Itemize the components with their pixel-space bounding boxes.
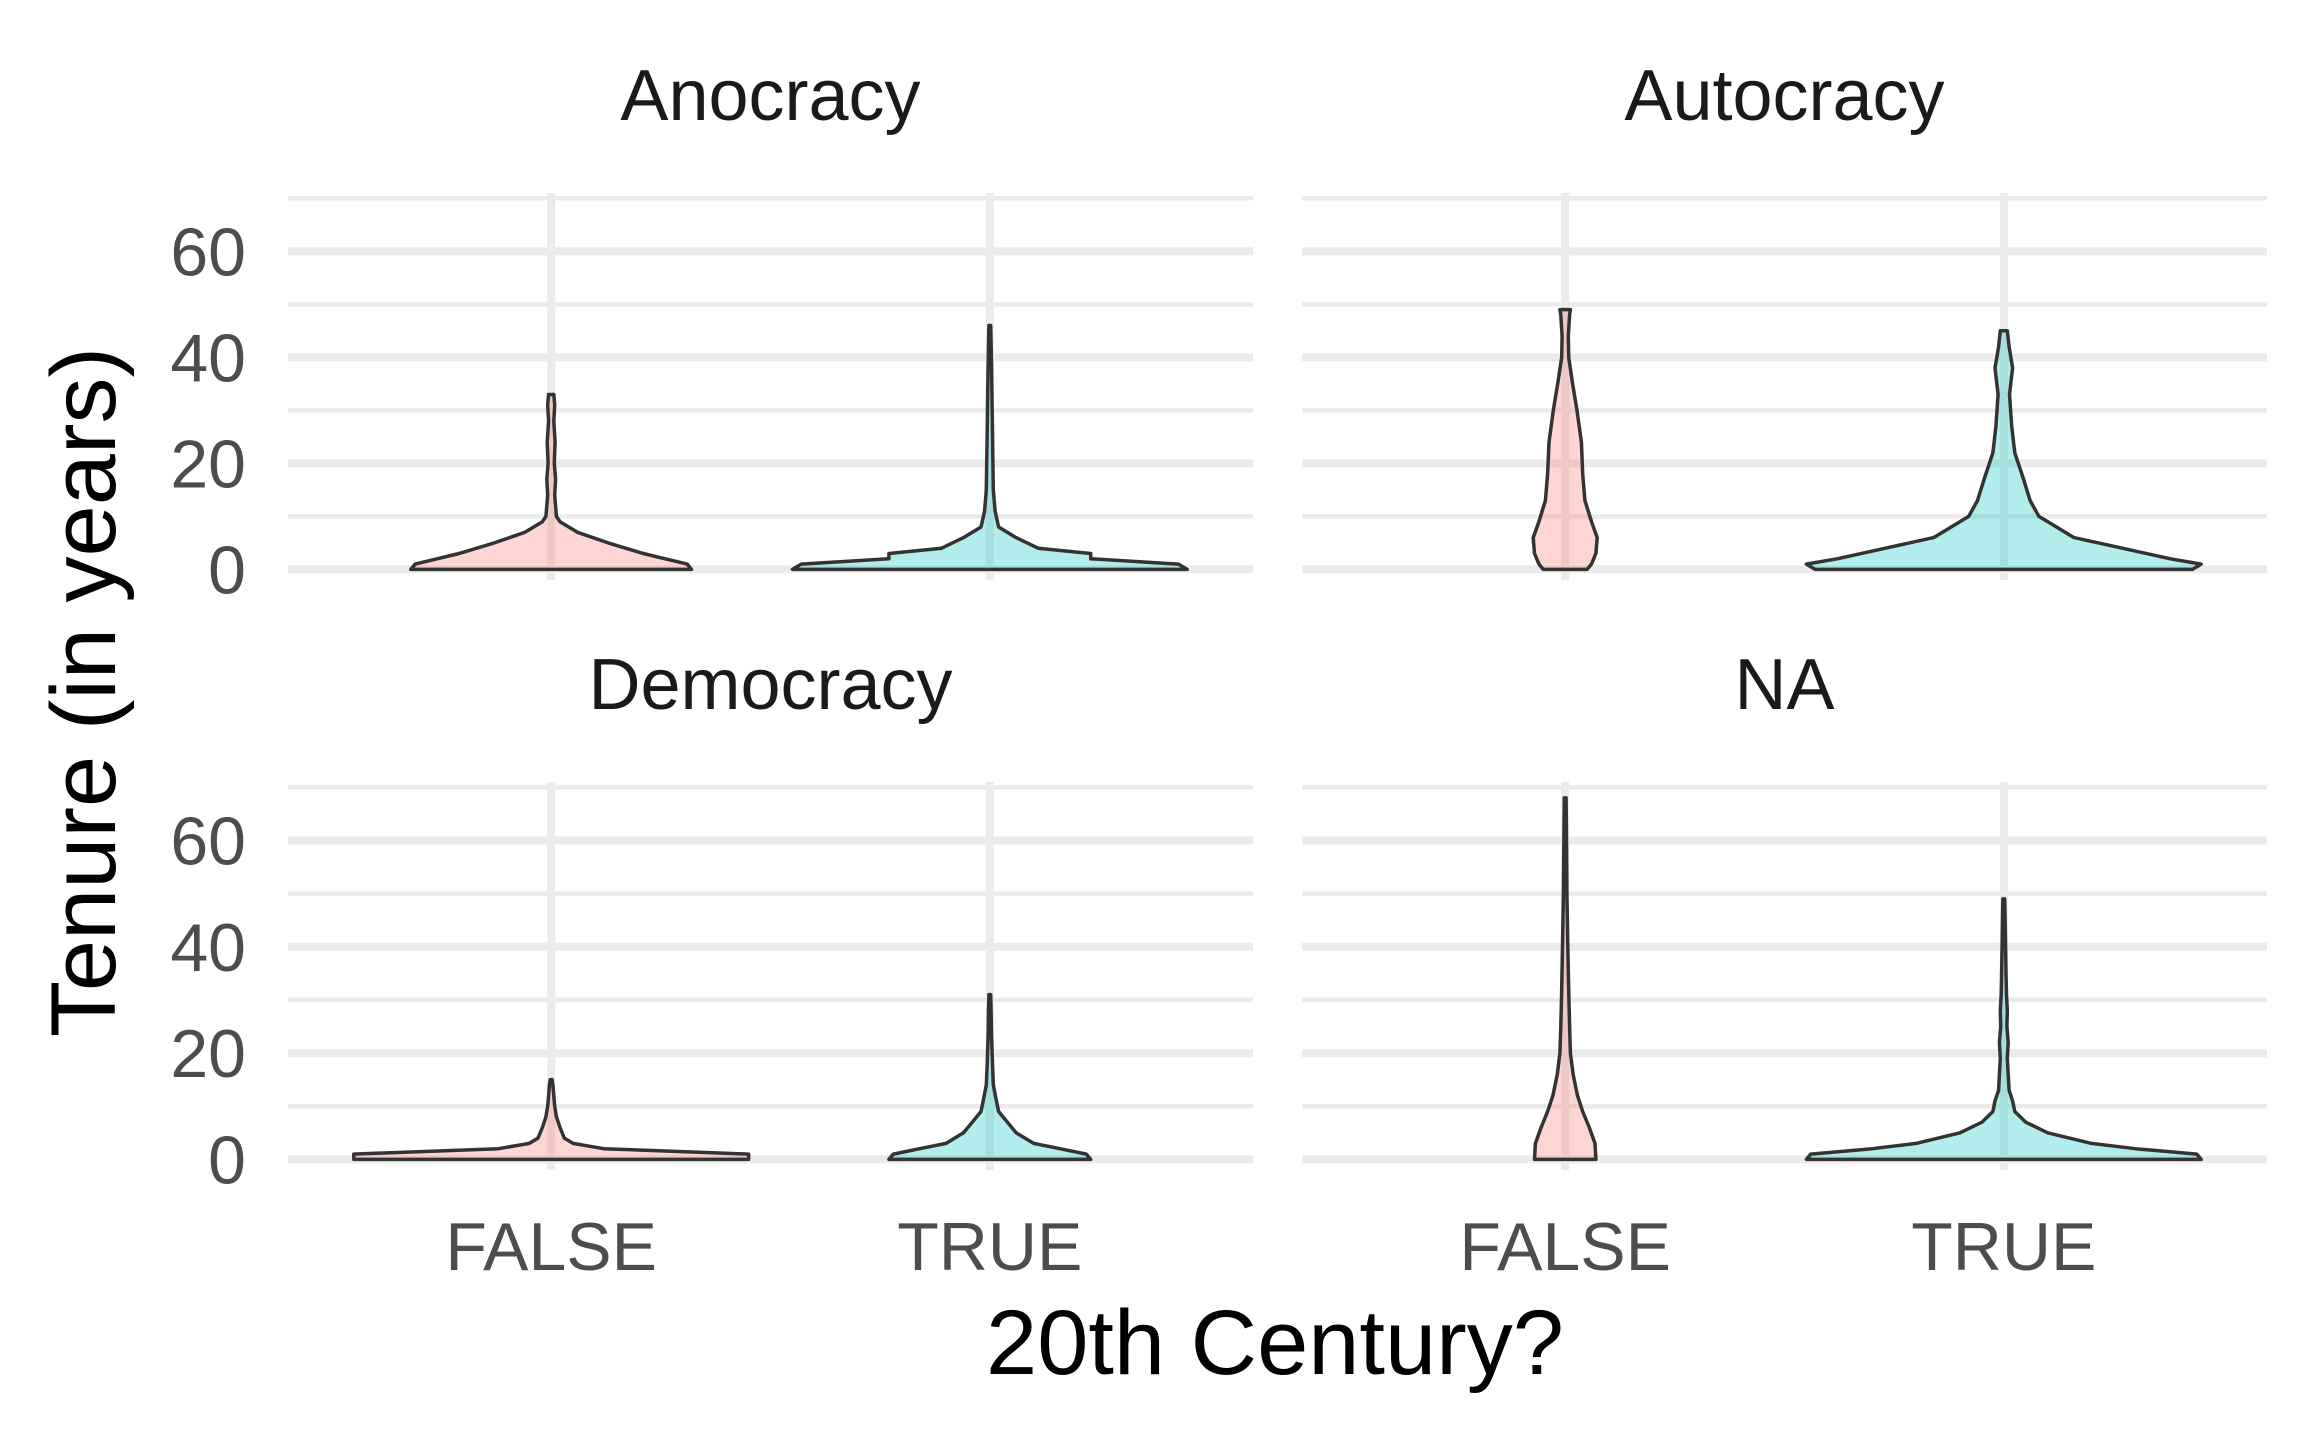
facet-panels: Anocracy 0 20 40 60 Autocracy Democracy 0 20 40 60… [170,56,2267,1285]
y-tick-label: 0 [208,1122,246,1198]
violin-anocracy-true [790,323,1189,572]
violin-democracy-true [887,992,1093,1162]
violin-na-true [1804,897,2203,1162]
violin-autocracy-false [1531,307,1599,572]
violin-autocracy-true [1804,329,2203,572]
y-tick-label: 20 [170,426,246,502]
y-tick-label: 0 [208,532,246,608]
y-axis-title: Tenure (in years) [33,347,135,1037]
violin-na-false [1532,796,1598,1162]
y-tick-label: 60 [170,803,246,879]
panel-title: Democracy [588,645,952,725]
y-tick-label: 40 [170,910,246,986]
y-tick-label: 20 [170,1016,246,1092]
violin-anocracy-false [409,392,694,572]
panel-na: NA FALSE TRUE [1302,645,2267,1285]
x-tick-label: FALSE [1459,1209,1671,1285]
panel-democracy: Democracy 0 20 40 60 FALSE TRUE [170,645,1253,1285]
x-tick-label: TRUE [1911,1209,2096,1285]
panel-anocracy: Anocracy 0 20 40 60 [170,56,1253,608]
x-tick-label: TRUE [897,1209,1082,1285]
violin-democracy-false [352,1077,751,1162]
y-tick-label: 60 [170,214,246,290]
panel-autocracy: Autocracy [1302,56,2267,580]
y-tick-label: 40 [170,320,246,396]
x-axis-title: 20th Century? [986,1292,1564,1394]
panel-title: Anocracy [620,56,920,136]
panel-title: NA [1734,645,1834,725]
x-tick-label: FALSE [445,1209,657,1285]
panel-title: Autocracy [1624,56,1944,136]
